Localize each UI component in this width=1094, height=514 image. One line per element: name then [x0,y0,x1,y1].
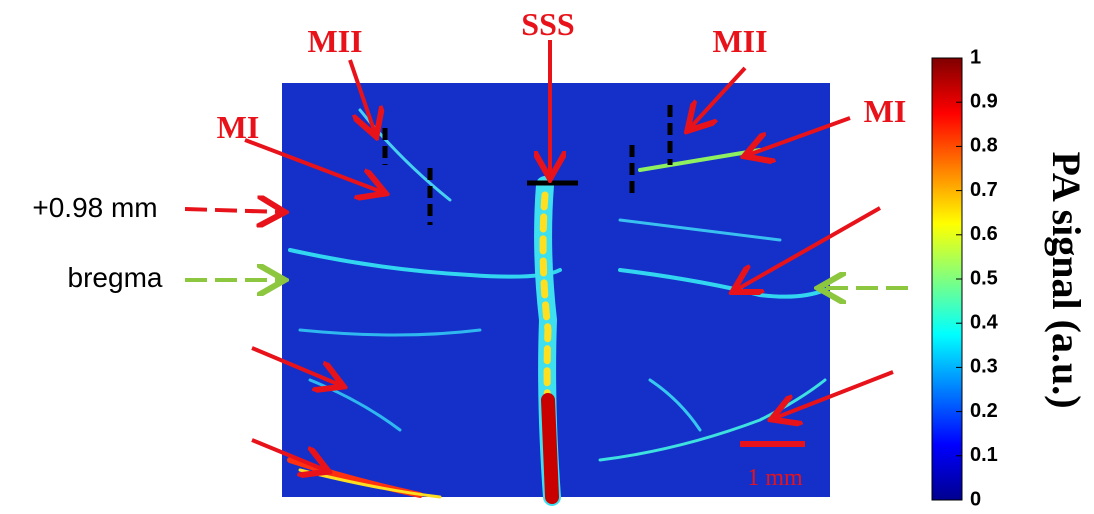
label: MII [712,23,767,59]
label: MI [864,93,907,129]
label: +0.98 mm [32,192,157,223]
scale-label: 1 mm [747,465,803,491]
tick-label: 0.9 [970,90,998,112]
label: bregma [68,262,163,293]
label: MII [307,23,362,59]
label: MI [217,109,260,145]
label: SSS [521,6,574,42]
figure: MII SSS MII MI MI +0.98 mm bregma 1 mm P… [0,0,1094,514]
colorbar-label: PA signal (a.u.) [1044,151,1089,408]
tick-label: 0.2 [970,400,998,422]
tick-label: 0 [970,488,981,510]
tick-label: 0.5 [970,267,998,289]
tick-label: 0.6 [970,223,998,245]
tick-label: 0.8 [970,135,998,157]
pa-image [282,83,830,497]
tick-label: 1 [970,46,981,68]
tick-label: 0.4 [970,311,999,333]
tick-label: 0.3 [970,356,998,378]
tick-label: 0.1 [970,444,998,466]
tick-label: 0.7 [970,179,998,201]
